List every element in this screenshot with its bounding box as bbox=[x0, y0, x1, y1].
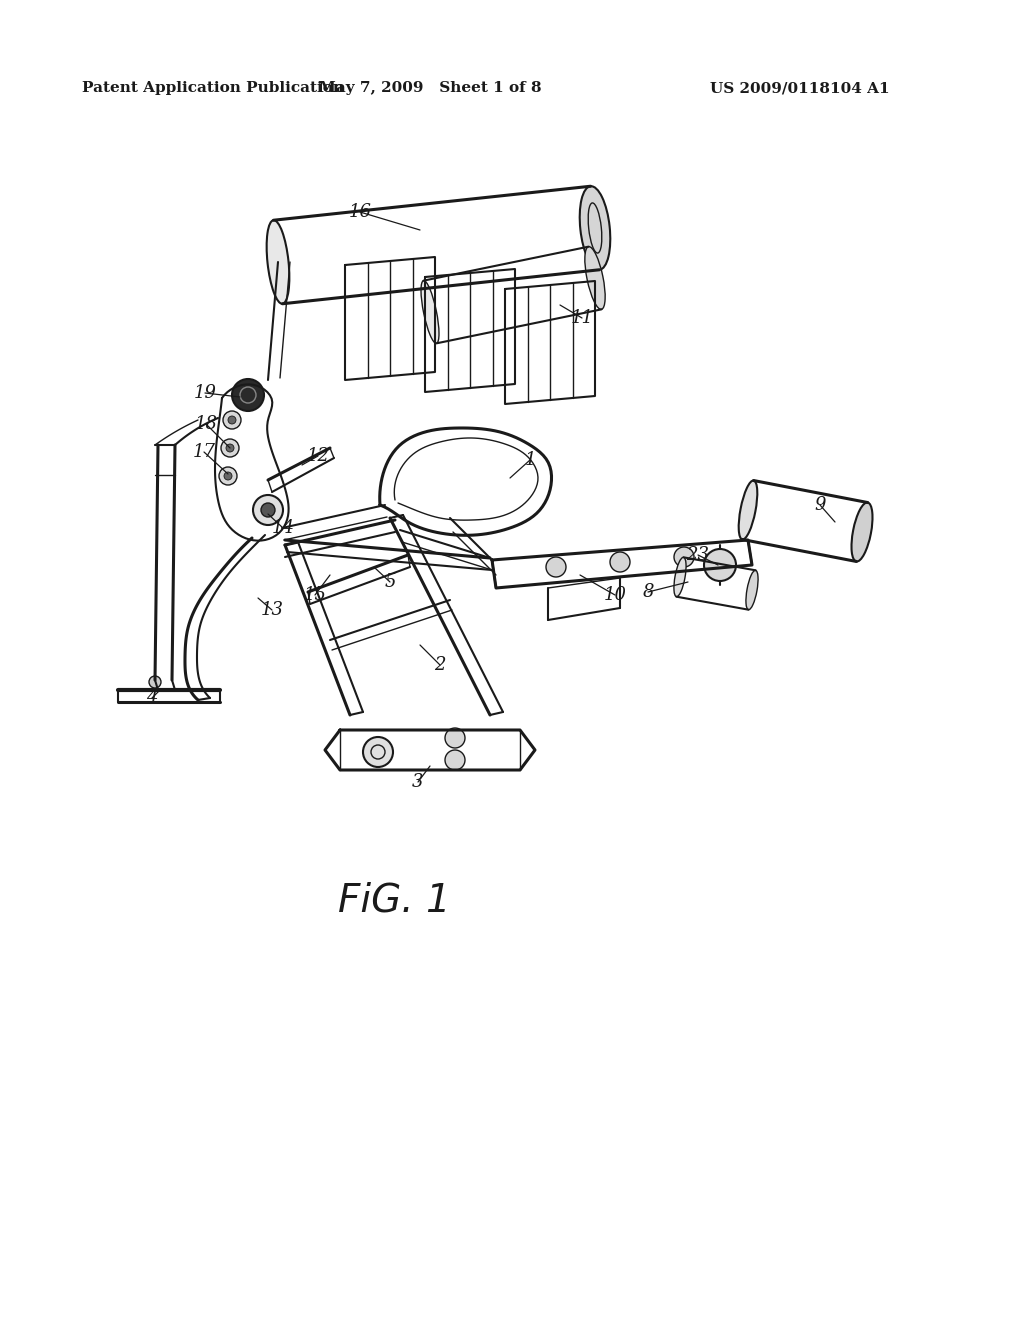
Circle shape bbox=[219, 467, 237, 484]
Text: 13: 13 bbox=[260, 601, 284, 619]
Text: 8: 8 bbox=[642, 583, 653, 601]
Circle shape bbox=[232, 379, 264, 411]
Circle shape bbox=[261, 503, 275, 517]
Text: 23: 23 bbox=[686, 546, 710, 564]
Text: 12: 12 bbox=[306, 447, 330, 465]
Text: 15: 15 bbox=[303, 586, 327, 605]
Circle shape bbox=[253, 495, 283, 525]
Text: 10: 10 bbox=[603, 586, 627, 605]
Ellipse shape bbox=[674, 557, 686, 597]
Text: 5: 5 bbox=[384, 573, 395, 591]
Circle shape bbox=[362, 737, 393, 767]
Text: 17: 17 bbox=[193, 444, 215, 461]
Ellipse shape bbox=[580, 186, 610, 269]
Circle shape bbox=[610, 552, 630, 572]
Circle shape bbox=[150, 676, 161, 688]
Ellipse shape bbox=[852, 503, 872, 561]
Circle shape bbox=[546, 557, 566, 577]
Circle shape bbox=[445, 750, 465, 770]
Ellipse shape bbox=[745, 570, 758, 610]
Ellipse shape bbox=[738, 480, 758, 540]
Ellipse shape bbox=[266, 220, 290, 304]
Text: 1: 1 bbox=[524, 451, 536, 469]
Text: 4: 4 bbox=[146, 689, 158, 708]
Circle shape bbox=[223, 411, 241, 429]
Circle shape bbox=[226, 444, 234, 451]
Text: 16: 16 bbox=[348, 203, 372, 220]
Circle shape bbox=[705, 549, 736, 581]
Circle shape bbox=[445, 729, 465, 748]
Text: Patent Application Publication: Patent Application Publication bbox=[82, 81, 344, 95]
Text: 11: 11 bbox=[570, 309, 594, 327]
Circle shape bbox=[674, 546, 694, 568]
Text: 9: 9 bbox=[814, 496, 825, 513]
Text: May 7, 2009   Sheet 1 of 8: May 7, 2009 Sheet 1 of 8 bbox=[318, 81, 542, 95]
Text: 14: 14 bbox=[271, 519, 295, 537]
Text: FiG. 1: FiG. 1 bbox=[338, 880, 451, 919]
Text: 2: 2 bbox=[434, 656, 445, 675]
Ellipse shape bbox=[421, 281, 439, 343]
Text: 3: 3 bbox=[413, 774, 424, 791]
Text: 18: 18 bbox=[195, 414, 217, 433]
Text: US 2009/0118104 A1: US 2009/0118104 A1 bbox=[711, 81, 890, 95]
Circle shape bbox=[224, 473, 232, 480]
Text: 19: 19 bbox=[194, 384, 216, 403]
Ellipse shape bbox=[585, 247, 605, 309]
Circle shape bbox=[221, 440, 239, 457]
Circle shape bbox=[228, 416, 236, 424]
